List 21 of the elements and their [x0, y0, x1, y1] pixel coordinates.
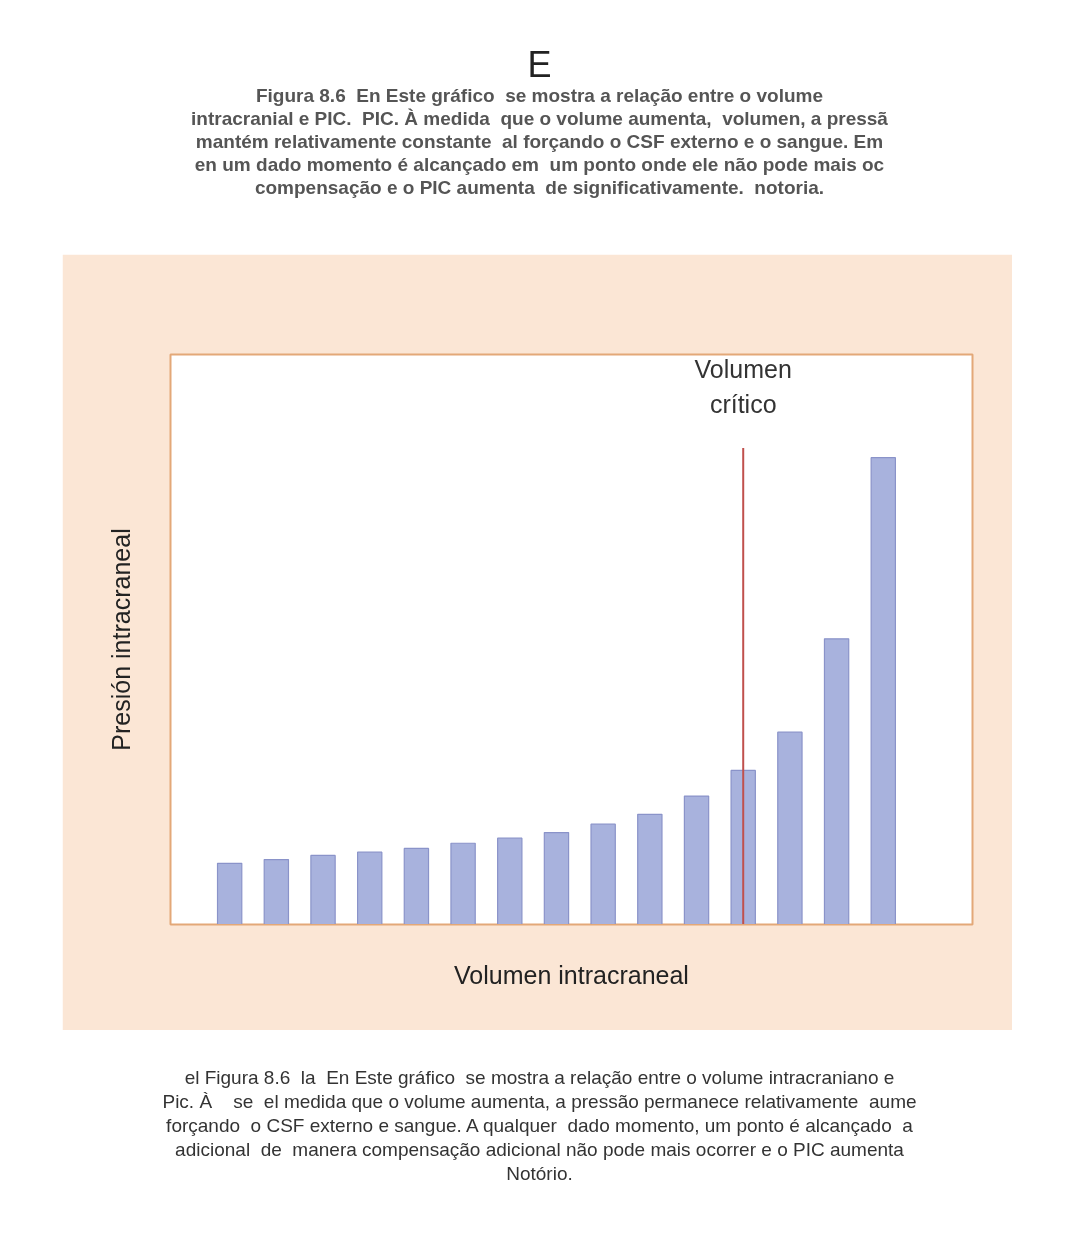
chart-title: E: [526, 44, 553, 85]
bar: [823, 638, 850, 925]
bar: [310, 854, 336, 925]
bar: [777, 731, 803, 925]
y-axis-title: Presión intracraneal: [106, 528, 135, 751]
bar: [730, 769, 756, 925]
bar: [683, 795, 710, 925]
bar: [356, 851, 383, 925]
bar: [590, 823, 616, 925]
bar: [870, 457, 897, 925]
bar: [403, 847, 430, 925]
bar: [497, 837, 523, 925]
x-axis-title: Volumen intracraneal: [454, 960, 689, 989]
chart-subtitle: Figura 8.6 En Este gráfico se mostra a relação entre o volume intracranial e PIC. PIC. À medida que o volume aumenta, volumen, a pressã mantém relativamente constante al forçando o CSF externo e o sangue. Em en um dado momento é alcançado em um ponto onde ele não pode mais oc compensação e o PIC aumenta de significativamente. notoria.: [190, 84, 889, 199]
bar: [450, 842, 476, 925]
text: Volumen crítico: [694, 354, 792, 418]
text: el Figura 8.6 la En Este gráfico se mostra a relação entre o volume intracraniano e Pic. À se el medida que o volume aumenta, a pressão permanece relativamente aume forçando o CSF externo e sangue. A qualquer dado momento, um ponto é alcançado a adicional de manera compensação adicional não pode mais ocorrer e o PIC aumenta Notório.: [161, 1066, 918, 1186]
bar: [637, 813, 663, 925]
bar: [263, 859, 290, 925]
bar: [543, 831, 570, 925]
bar: [216, 862, 243, 925]
